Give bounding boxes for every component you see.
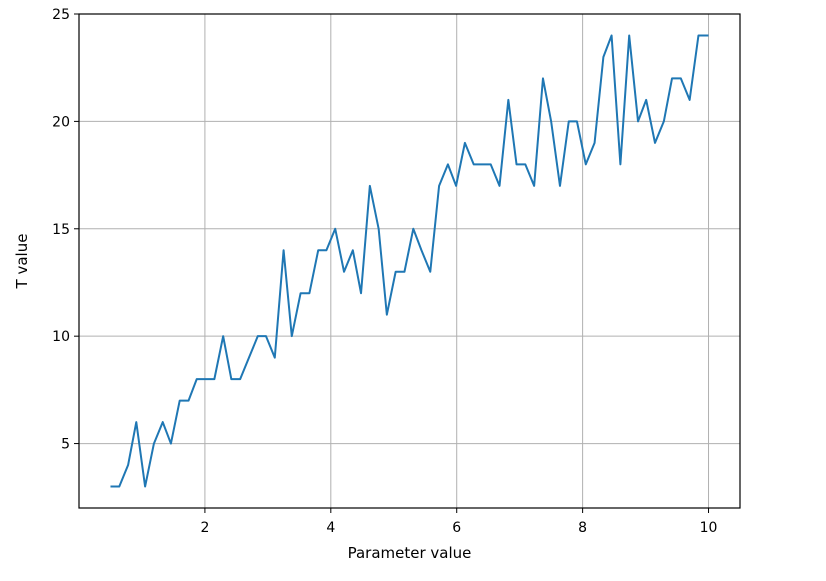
y-tick-label: 20 — [52, 114, 70, 130]
y-tick-label: 25 — [52, 7, 70, 23]
y-tick-label: 5 — [61, 437, 70, 453]
x-tick-label: 10 — [700, 520, 718, 536]
plot-area-frame — [78, 13, 741, 509]
y-tick-label: 15 — [52, 222, 70, 238]
series-line — [110, 34, 709, 488]
y-axis-label: T value — [13, 234, 31, 290]
series-layer — [110, 34, 709, 488]
x-tick-label: 6 — [452, 520, 461, 536]
axis-ticks: 2 4 6 8 10 5 10 15 20 25 — [52, 7, 717, 536]
x-axis-label: Parameter value — [348, 544, 472, 562]
x-tick-label: 8 — [578, 520, 587, 536]
x-tick-label: 4 — [326, 520, 335, 536]
x-tick-label: 2 — [200, 520, 209, 536]
y-tick-label: 10 — [52, 329, 70, 345]
